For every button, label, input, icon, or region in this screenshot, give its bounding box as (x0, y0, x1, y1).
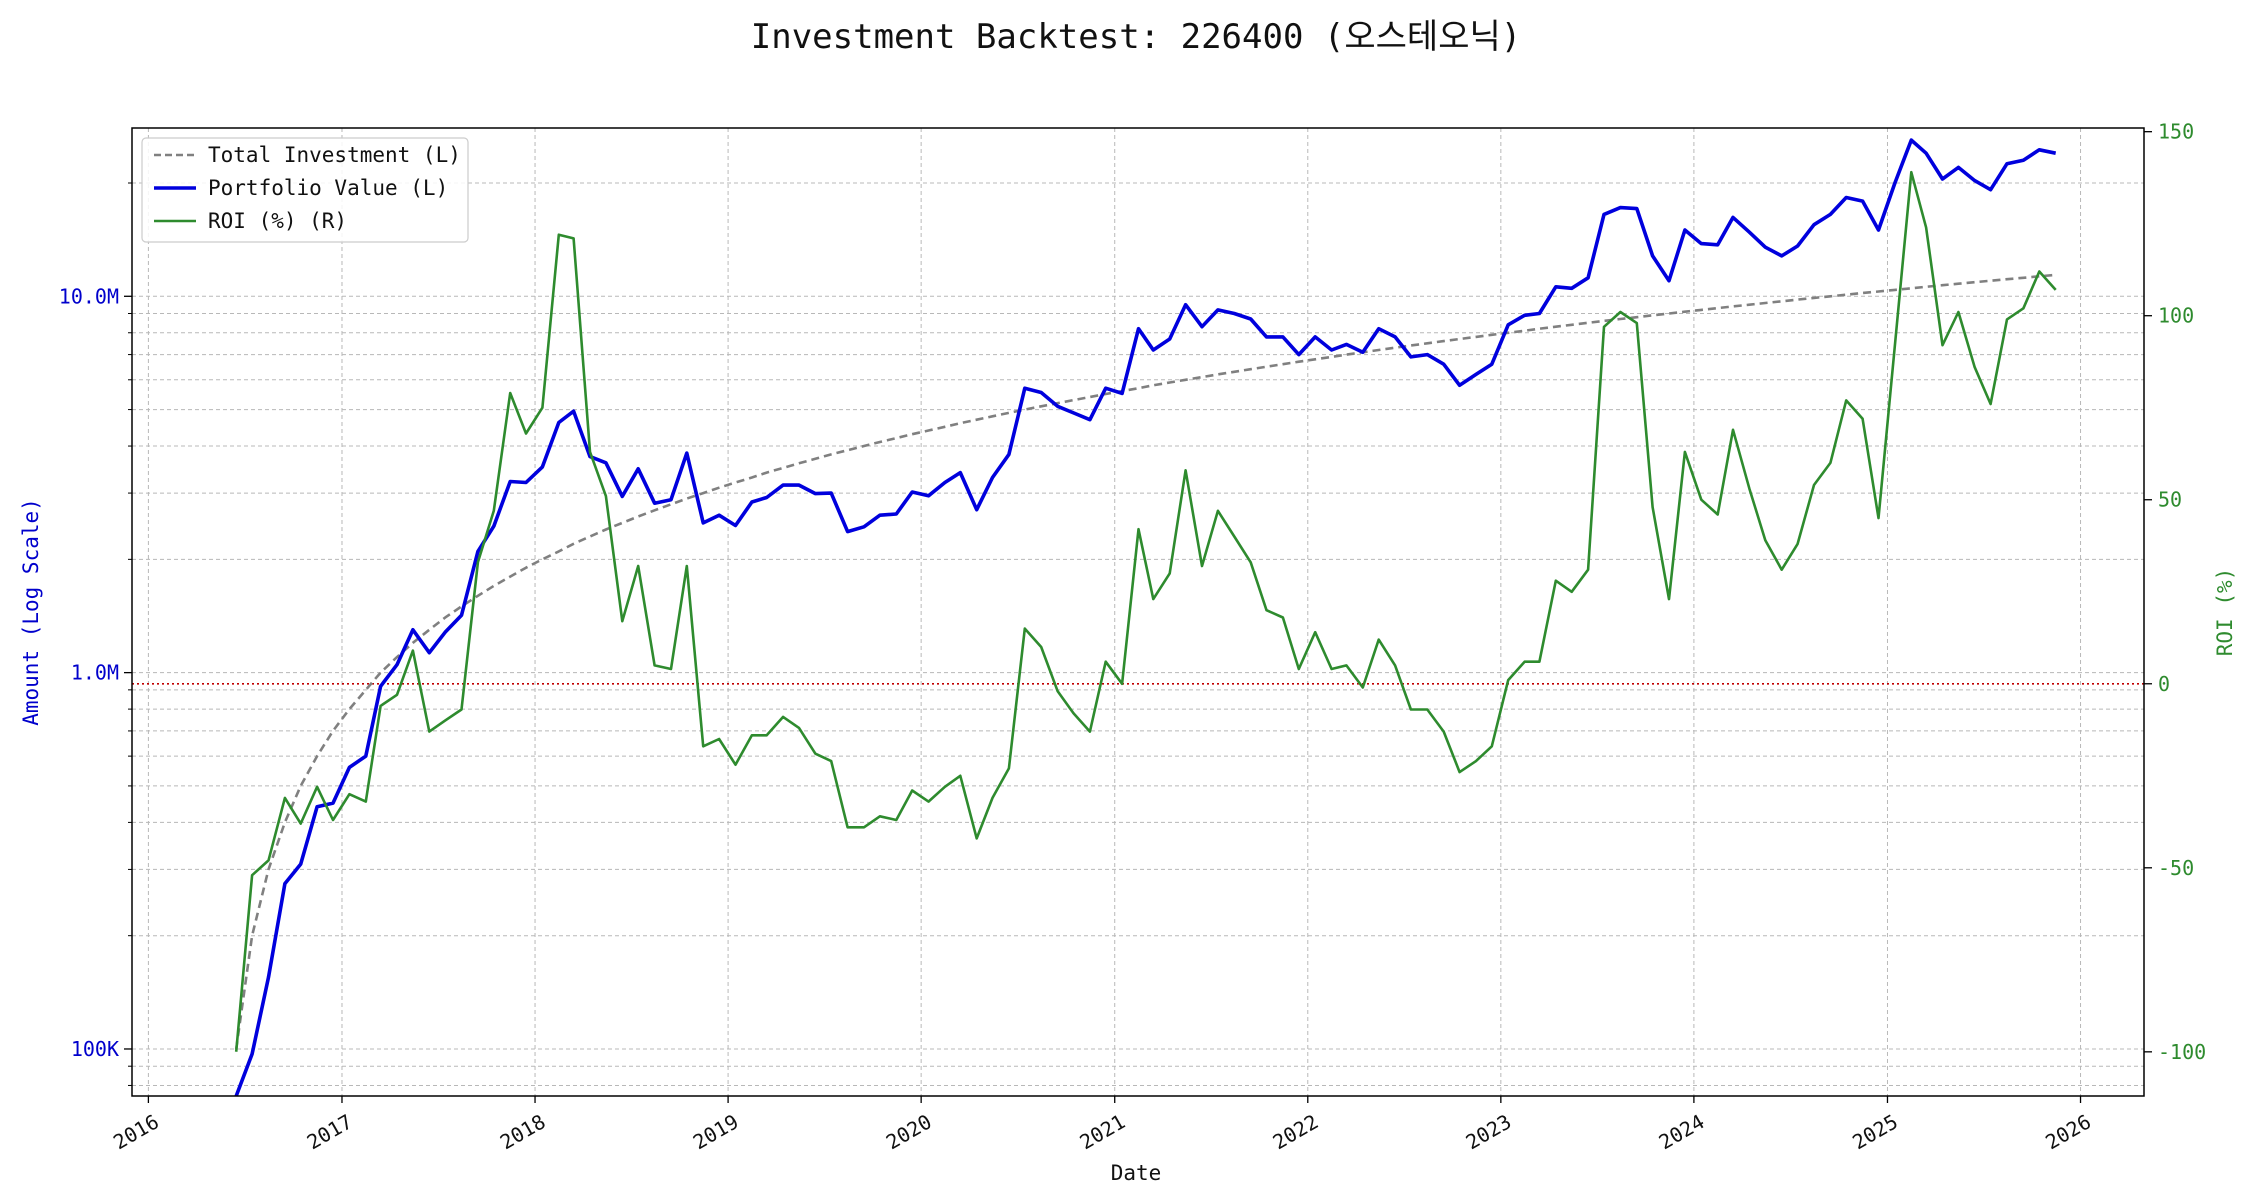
plot-frame (131, 127, 2145, 1097)
legend-label-portfolio-value: Portfolio Value (L) (208, 176, 448, 200)
left-axis-ticks: 100K 1.0M 10.0M (59, 182, 132, 1086)
chart-title: Investment Backtest: 226400 (오스테오닉) (751, 17, 1522, 57)
left-tick-label: 10.0M (59, 284, 119, 308)
left-tick-label: 100K (71, 1037, 119, 1061)
x-tick-label: 2023 (1462, 1109, 1516, 1154)
series-total-investment (234, 273, 2056, 1050)
right-axis-label: ROI (%) (2213, 568, 2237, 657)
legend-label-roi: ROI (%) (R) (208, 209, 347, 233)
grid (132, 128, 2144, 1096)
x-axis-label: Date (1111, 1161, 1162, 1185)
x-axis-ticks: 2016 2017 2018 2019 2020 2021 2022 2023 2024 2025… (109, 1096, 2095, 1154)
right-tick-label: -50 (2158, 856, 2194, 880)
right-tick-label: 100 (2158, 304, 2194, 328)
legend-label-total-investment: Total Investment (L) (208, 143, 461, 167)
series-portfolio-value (234, 138, 2057, 1097)
x-tick-label: 2025 (1848, 1109, 1902, 1154)
x-tick-label: 2017 (303, 1109, 357, 1154)
legend: Total Investment (L) Portfolio Value (L)… (141, 137, 469, 243)
legend-box (141, 137, 469, 243)
x-tick-label: 2022 (1269, 1109, 1323, 1154)
right-tick-label: 150 (2158, 120, 2194, 144)
right-tick-label: -100 (2158, 1040, 2206, 1064)
x-tick-label: 2024 (1655, 1109, 1709, 1154)
left-tick-label: 1.0M (71, 661, 119, 685)
x-tick-label: 2016 (109, 1109, 163, 1154)
right-axis-ticks: -100 -50 0 50 100 150 (2144, 120, 2206, 1064)
series-roi (234, 170, 2057, 1052)
right-tick-label: 0 (2158, 672, 2170, 696)
x-tick-label: 2026 (2041, 1109, 2095, 1154)
x-tick-label: 2021 (1076, 1109, 1130, 1154)
x-tick-label: 2020 (882, 1109, 936, 1154)
right-tick-label: 50 (2158, 488, 2182, 512)
x-tick-label: 2019 (689, 1109, 743, 1154)
left-axis-label: Amount (Log Scale) (19, 498, 43, 726)
x-tick-label: 2018 (496, 1109, 550, 1154)
series-layer (234, 138, 2057, 1097)
